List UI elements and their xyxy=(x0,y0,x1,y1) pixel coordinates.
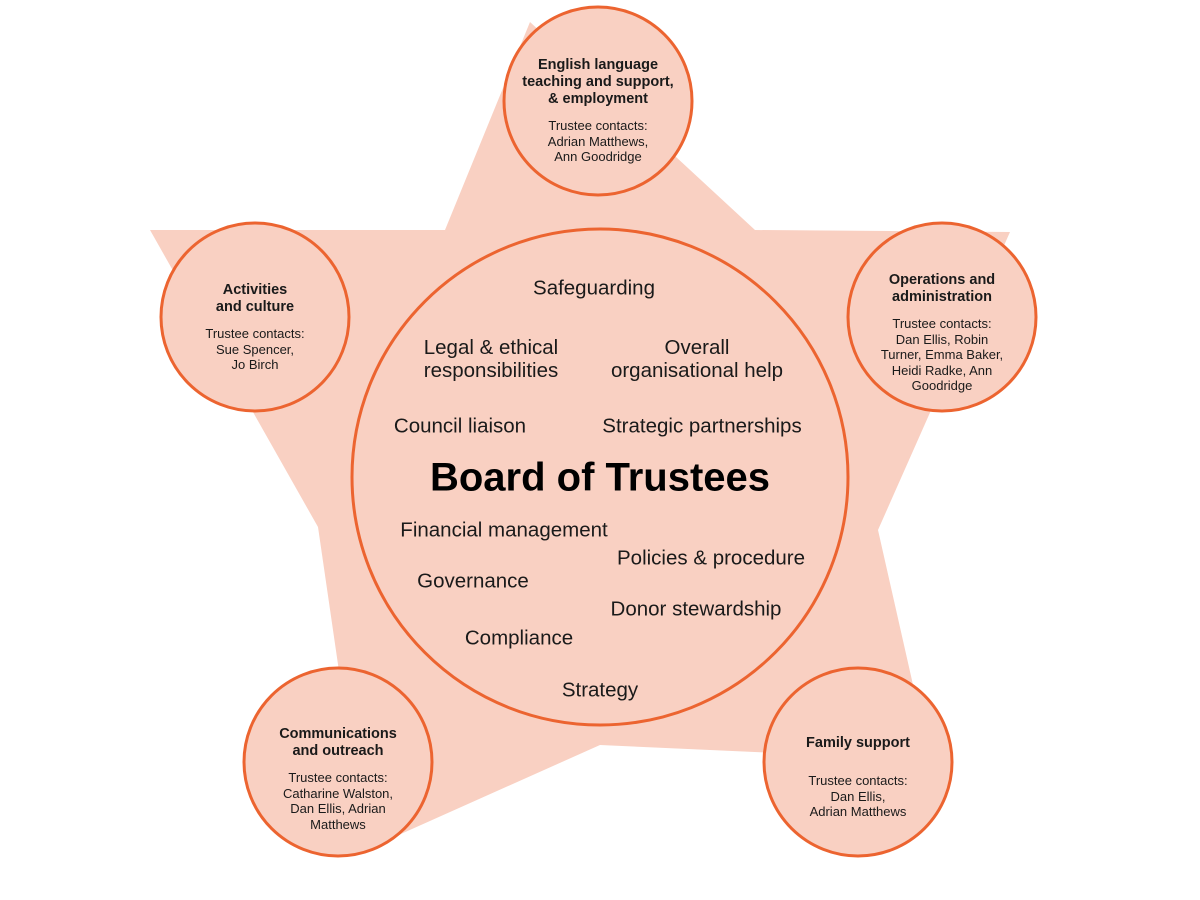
satellite-activities-culture: Activities and culture Trustee contacts:… xyxy=(170,282,340,373)
satellite-communications-outreach: Communications and outreach Trustee cont… xyxy=(253,726,423,832)
responsibility-safeguarding: Safeguarding xyxy=(533,276,655,300)
trustee-contacts-names: Dan Ellis, Adrian Matthews xyxy=(809,788,907,820)
trustee-contacts-names: Adrian Matthews, Ann Goodridge xyxy=(547,133,649,165)
satellite-circle-top xyxy=(502,5,694,197)
responsibility-compliance: Compliance xyxy=(464,626,574,650)
trustee-contacts-label: Trustee contacts: xyxy=(548,118,648,133)
satellite-title: Operations and administration xyxy=(888,272,996,305)
trustee-contacts-label: Trustee contacts: xyxy=(205,326,305,341)
responsibility-donor-stewardship: Donor stewardship xyxy=(610,597,782,621)
trustee-contacts-names: Sue Spencer, Jo Birch xyxy=(215,341,295,373)
trustee-contacts-names: Dan Ellis, Robin Turner, Emma Baker, Hei… xyxy=(880,331,1004,394)
responsibility-council-liaison: Council liaison xyxy=(393,414,527,438)
trustee-contacts-names: Catharine Walston, Dan Ellis, Adrian Mat… xyxy=(282,785,394,832)
responsibility-legal-ethical: Legal & ethical responsibilities xyxy=(423,336,559,382)
satellite-title: Communications and outreach xyxy=(279,726,397,759)
trustee-contacts-label: Trustee contacts: xyxy=(808,773,908,788)
satellite-title: Activities and culture xyxy=(215,282,295,315)
board-title: Board of Trustees xyxy=(429,455,771,500)
trustee-contacts-label: Trustee contacts: xyxy=(288,770,388,785)
responsibility-policies-procedure: Policies & procedure xyxy=(616,546,806,570)
responsibility-governance: Governance xyxy=(417,569,529,593)
satellite-english-language: English language teaching and support, &… xyxy=(508,57,688,165)
responsibility-overall-help: Overall organisational help xyxy=(610,336,784,382)
trustee-contacts-label: Trustee contacts: xyxy=(892,316,992,331)
responsibility-financial-management: Financial management xyxy=(400,518,608,542)
satellite-title: English language teaching and support, &… xyxy=(522,57,674,107)
satellite-circle-bottom-left xyxy=(242,666,434,858)
satellite-family-support: Family support Trustee contacts: Dan Ell… xyxy=(773,735,943,820)
responsibility-strategy: Strategy xyxy=(561,678,639,702)
responsibility-strategic-partnerships: Strategic partnerships xyxy=(602,414,802,438)
satellite-circle-left xyxy=(159,221,351,413)
satellite-title: Family support xyxy=(806,735,910,751)
satellite-circle-bottom-right xyxy=(762,666,954,858)
satellite-circle-right xyxy=(846,221,1038,413)
board-circle xyxy=(350,227,850,727)
satellite-operations-administration: Operations and administration Trustee co… xyxy=(857,272,1027,394)
